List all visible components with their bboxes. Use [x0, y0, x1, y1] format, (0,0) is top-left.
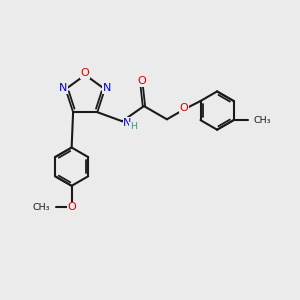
- Text: O: O: [180, 103, 188, 112]
- Text: N: N: [103, 83, 111, 93]
- Text: N: N: [123, 118, 132, 128]
- Text: O: O: [81, 68, 90, 78]
- Text: H: H: [130, 122, 137, 131]
- Text: O: O: [137, 76, 146, 86]
- Text: CH₃: CH₃: [254, 116, 271, 124]
- Text: O: O: [67, 202, 76, 212]
- Text: N: N: [59, 83, 68, 93]
- Text: CH₃: CH₃: [32, 203, 50, 212]
